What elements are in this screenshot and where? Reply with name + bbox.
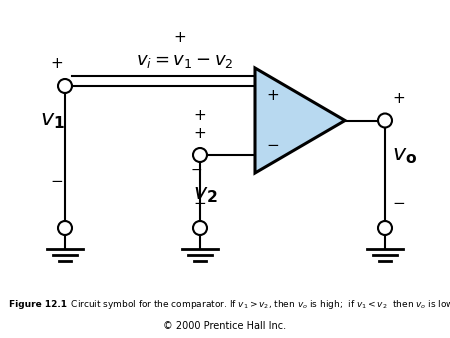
Text: +: +	[50, 56, 63, 72]
Text: −: −	[266, 138, 279, 152]
Text: −: −	[50, 173, 63, 189]
Text: $\mathbf{\it{v}_i = \it{v}_1 - \it{v}_2}$: $\mathbf{\it{v}_i = \it{v}_1 - \it{v}_2}…	[136, 52, 234, 70]
Text: −: −	[190, 163, 202, 177]
Text: © 2000 Prentice Hall Inc.: © 2000 Prentice Hall Inc.	[163, 321, 287, 331]
Text: +: +	[266, 89, 279, 103]
Text: +: +	[392, 91, 405, 106]
Text: $\mathbf{\it{v}}_\mathbf{o}$: $\mathbf{\it{v}}_\mathbf{o}$	[392, 145, 418, 166]
Text: +: +	[194, 107, 207, 122]
Text: +: +	[174, 30, 186, 46]
Text: +: +	[194, 125, 207, 141]
Polygon shape	[255, 68, 345, 173]
Text: −: −	[392, 195, 405, 211]
Text: −: −	[194, 195, 207, 211]
Text: $\mathbf{\it{v}}_\mathbf{1}$: $\mathbf{\it{v}}_\mathbf{1}$	[40, 111, 66, 131]
Text: $\mathbf{\it{v}}_\mathbf{2}$: $\mathbf{\it{v}}_\mathbf{2}$	[193, 185, 217, 205]
Text: Figure 12.1: Figure 12.1	[9, 300, 67, 309]
Text: Circuit symbol for the comparator. If $v_1 > v_2$, then $v_o$ is high;  if $v_1 : Circuit symbol for the comparator. If $v…	[65, 298, 450, 311]
